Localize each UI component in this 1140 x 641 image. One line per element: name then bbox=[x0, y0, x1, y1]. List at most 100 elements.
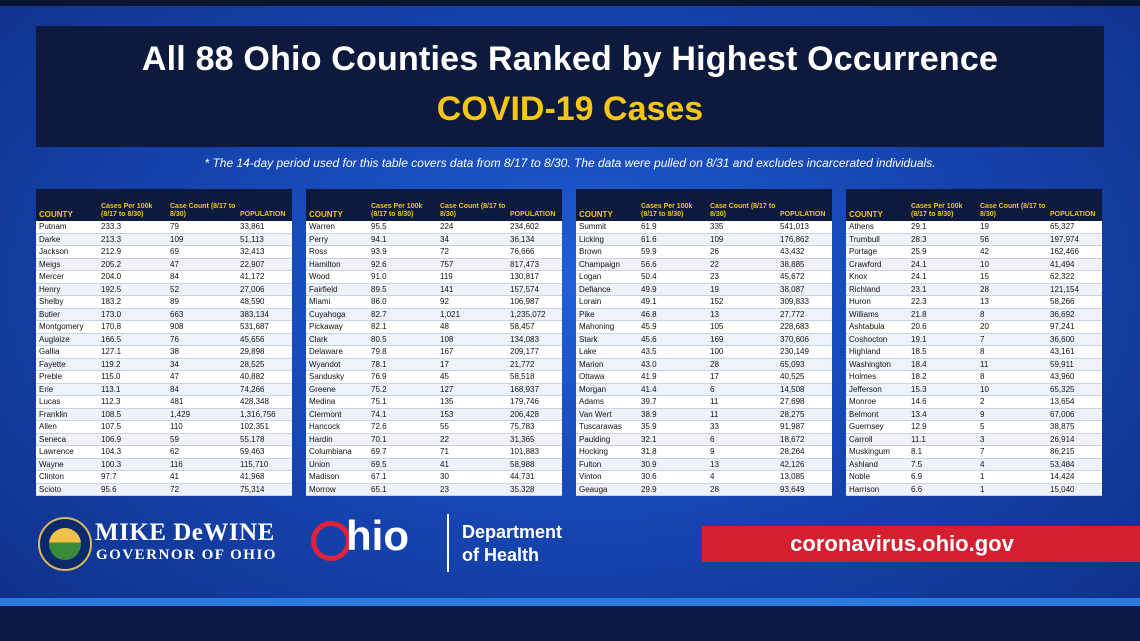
cases-per-100k: 22.3 bbox=[908, 295, 977, 309]
cases-per-100k: 45.6 bbox=[638, 333, 707, 346]
population: 28,525 bbox=[237, 358, 292, 371]
population: 48,590 bbox=[237, 295, 292, 309]
population: 42,126 bbox=[777, 458, 832, 471]
population: 228,683 bbox=[777, 320, 832, 334]
table-row: Butler 173.0 663 383,134 bbox=[36, 308, 292, 321]
case-count: 23 bbox=[707, 270, 777, 284]
county-name: Vinton bbox=[576, 470, 638, 484]
population: 168,937 bbox=[507, 383, 562, 396]
table-row: Delaware 79.8 167 209,177 bbox=[306, 345, 562, 359]
table-row: Portage 25.9 42 162,466 bbox=[846, 245, 1102, 259]
table-row: Huron 22.3 13 58,266 bbox=[846, 295, 1102, 309]
cases-per-100k: 21.8 bbox=[908, 308, 977, 321]
population: 35,328 bbox=[507, 483, 562, 496]
header-population: POPULATION bbox=[237, 189, 292, 221]
case-count: 105 bbox=[707, 320, 777, 334]
cases-per-100k: 95.5 bbox=[368, 221, 437, 234]
county-name: Huron bbox=[846, 295, 908, 309]
case-count: 19 bbox=[707, 283, 777, 296]
population: 62,322 bbox=[1047, 270, 1102, 284]
cases-per-100k: 89.5 bbox=[368, 283, 437, 296]
county-name: Columbiana bbox=[306, 445, 368, 459]
cases-per-100k: 119.2 bbox=[98, 358, 167, 371]
population: 36,692 bbox=[1047, 308, 1102, 321]
table-row: Highland 18.5 8 43,161 bbox=[846, 345, 1102, 359]
cases-per-100k: 56.6 bbox=[638, 258, 707, 271]
county-name: Greene bbox=[306, 383, 368, 396]
population: 1,316,756 bbox=[237, 408, 292, 421]
population: 28,264 bbox=[777, 445, 832, 459]
cases-per-100k: 28.3 bbox=[908, 233, 977, 246]
table-row: Monroe 14.6 2 13,654 bbox=[846, 395, 1102, 409]
case-count: 152 bbox=[707, 295, 777, 309]
table-row: Warren 95.5 224 234,602 bbox=[306, 221, 562, 234]
population: 76,666 bbox=[507, 245, 562, 259]
table-row: Seneca 106.9 59 55,178 bbox=[36, 433, 292, 446]
case-count: 72 bbox=[437, 245, 507, 259]
cases-per-100k: 106.9 bbox=[98, 433, 167, 446]
case-count: 1,021 bbox=[437, 308, 507, 321]
population: 58,266 bbox=[1047, 295, 1102, 309]
county-name: Darke bbox=[36, 233, 98, 246]
cases-per-100k: 19.1 bbox=[908, 333, 977, 346]
table-row: Ottawa 41.9 17 40,525 bbox=[576, 370, 832, 384]
case-count: 13 bbox=[977, 295, 1047, 309]
cases-per-100k: 166.5 bbox=[98, 333, 167, 346]
population: 67,006 bbox=[1047, 408, 1102, 421]
population: 206,428 bbox=[507, 408, 562, 421]
county-name: Hardin bbox=[306, 433, 368, 446]
cases-per-100k: 18.2 bbox=[908, 370, 977, 384]
county-name: Pickaway bbox=[306, 320, 368, 334]
county-name: Hocking bbox=[576, 445, 638, 459]
population: 230,149 bbox=[777, 345, 832, 359]
case-count: 110 bbox=[167, 420, 237, 434]
case-count: 127 bbox=[437, 383, 507, 396]
cases-per-100k: 69.7 bbox=[368, 445, 437, 459]
case-count: 84 bbox=[167, 383, 237, 396]
population: 41,494 bbox=[1047, 258, 1102, 271]
case-count: 6 bbox=[707, 383, 777, 396]
case-count: 55 bbox=[437, 420, 507, 434]
county-name: Knox bbox=[846, 270, 908, 284]
table-row: Lucas 112.3 481 428,348 bbox=[36, 395, 292, 409]
county-name: Holmes bbox=[846, 370, 908, 384]
table-row: Lawrence 104.3 62 59,463 bbox=[36, 445, 292, 459]
department-line2: of Health bbox=[462, 545, 540, 565]
population: 14,424 bbox=[1047, 470, 1102, 484]
cases-per-100k: 18.4 bbox=[908, 358, 977, 371]
population: 157,574 bbox=[507, 283, 562, 296]
population: 43,432 bbox=[777, 245, 832, 259]
cases-per-100k: 204.0 bbox=[98, 270, 167, 284]
county-name: Noble bbox=[846, 470, 908, 484]
county-name: Carroll bbox=[846, 433, 908, 446]
table-row: Preble 115.0 47 40,882 bbox=[36, 370, 292, 384]
county-name: Ross bbox=[306, 245, 368, 259]
county-name: Gallia bbox=[36, 345, 98, 359]
table-row: Auglaize 166.5 76 45,656 bbox=[36, 333, 292, 346]
population: 51,113 bbox=[237, 233, 292, 246]
population: 28,275 bbox=[777, 408, 832, 421]
case-count: 22 bbox=[437, 433, 507, 446]
county-table-2: COUNTY Cases Per 100k (8/17 to 8/30) Case … bbox=[306, 189, 562, 496]
title-panel: All 88 Ohio Counties Ranked by Highest O… bbox=[36, 26, 1104, 147]
population: 65,325 bbox=[1047, 383, 1102, 396]
case-count: 22 bbox=[707, 258, 777, 271]
county-name: Portage bbox=[846, 245, 908, 259]
case-count: 119 bbox=[437, 270, 507, 284]
population: 55,178 bbox=[237, 433, 292, 446]
case-count: 41 bbox=[167, 470, 237, 484]
case-count: 71 bbox=[437, 445, 507, 459]
county-name: Preble bbox=[36, 370, 98, 384]
table-row: Erie 113.1 84 74,266 bbox=[36, 383, 292, 396]
cases-per-100k: 94.1 bbox=[368, 233, 437, 246]
table-row: Darke 213.3 109 51,113 bbox=[36, 233, 292, 246]
cases-per-100k: 43.0 bbox=[638, 358, 707, 371]
table-row: Cuyahoga 82.7 1,021 1,235,072 bbox=[306, 308, 562, 321]
case-count: 28 bbox=[977, 283, 1047, 296]
cases-per-100k: 30.9 bbox=[638, 458, 707, 471]
population: 531,687 bbox=[237, 320, 292, 334]
population: 179,746 bbox=[507, 395, 562, 409]
cases-per-100k: 95.6 bbox=[98, 483, 167, 496]
cases-per-100k: 43.5 bbox=[638, 345, 707, 359]
website-url: coronavirus.ohio.gov bbox=[790, 531, 1014, 556]
